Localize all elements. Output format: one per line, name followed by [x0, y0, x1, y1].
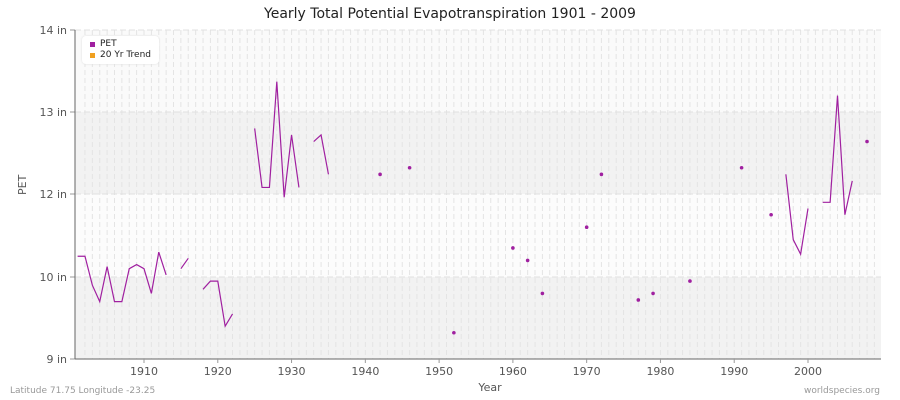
pet-swatch-icon	[90, 42, 95, 47]
svg-text:12 in: 12 in	[39, 188, 67, 201]
svg-text:1970: 1970	[573, 365, 601, 378]
legend-item-pet: PET	[90, 39, 151, 50]
svg-text:14 in: 14 in	[39, 24, 67, 37]
trend-swatch-icon	[90, 53, 95, 58]
svg-text:1980: 1980	[646, 365, 674, 378]
chart-title: Yearly Total Potential Evapotranspiratio…	[264, 6, 636, 22]
svg-text:1920: 1920	[204, 365, 232, 378]
svg-text:1950: 1950	[425, 365, 453, 378]
source-label: worldspecies.org	[803, 386, 880, 396]
svg-text:1990: 1990	[720, 365, 748, 378]
svg-text:1960: 1960	[499, 365, 527, 378]
x-axis-label: Year	[478, 381, 502, 394]
svg-text:10 in: 10 in	[39, 271, 67, 284]
svg-text:1910: 1910	[130, 365, 158, 378]
svg-text:2000: 2000	[794, 365, 822, 378]
legend-item-trend: 20 Yr Trend	[90, 50, 151, 61]
svg-text:9 in: 9 in	[46, 353, 67, 366]
legend: PET 20 Yr Trend	[82, 36, 160, 64]
svg-text:1930: 1930	[278, 365, 306, 378]
y-axis-label: PET	[16, 174, 29, 195]
svg-text:13 in: 13 in	[39, 106, 67, 119]
coordinates-label: Latitude 71.75 Longitude -23.25	[10, 386, 156, 396]
svg-text:1940: 1940	[351, 365, 379, 378]
